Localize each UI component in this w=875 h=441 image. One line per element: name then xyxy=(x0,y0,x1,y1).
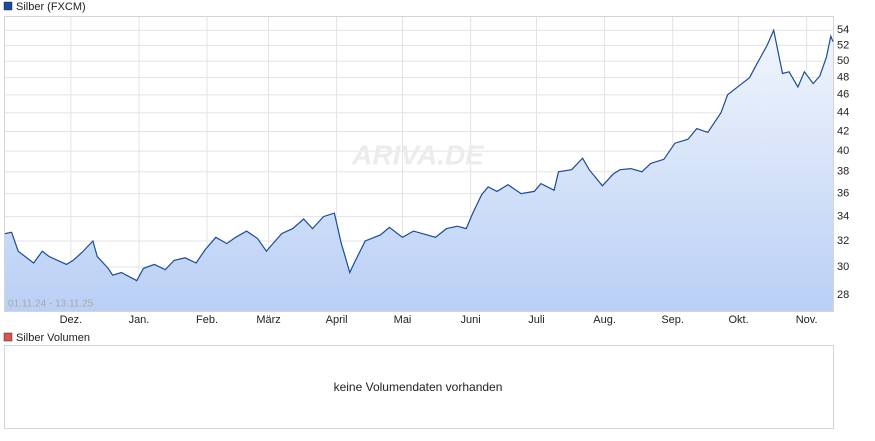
range-label: 01.11.24 - 13.11.25 xyxy=(8,299,94,310)
y-tick-label: 40 xyxy=(837,145,849,157)
area xyxy=(5,30,833,311)
y-tick-label: 42 xyxy=(837,125,849,137)
y-tick-label: 36 xyxy=(837,187,849,199)
y-tick-label: 54 xyxy=(837,24,849,36)
x-tick-label: Okt. xyxy=(728,314,748,326)
x-tick-label: Nov. xyxy=(796,314,818,326)
x-tick-label: Aug. xyxy=(593,314,616,326)
y-tick-label: 48 xyxy=(837,72,849,84)
y-tick-label: 52 xyxy=(837,39,849,51)
x-tick-label: Sep. xyxy=(661,314,684,326)
y-tick-label: 34 xyxy=(837,211,849,223)
legend-label: Silber (FXCM) xyxy=(16,1,86,13)
y-tick-label: 30 xyxy=(837,261,849,273)
y-tick-label: 28 xyxy=(837,289,849,301)
legend-label: Silber Volumen xyxy=(16,332,90,344)
x-tick-label: März xyxy=(256,314,280,326)
y-tick-label: 38 xyxy=(837,166,849,178)
legend-swatch xyxy=(3,332,13,342)
no-data-message: keine Volumendaten vorhanden xyxy=(334,380,503,394)
volume-frame xyxy=(4,345,834,429)
legend-swatch xyxy=(3,1,13,11)
y-tick-label: 44 xyxy=(837,107,849,119)
x-tick-label: Jan. xyxy=(129,314,150,326)
y-tick-label: 50 xyxy=(837,55,849,67)
line xyxy=(4,28,834,282)
y-tick-label: 46 xyxy=(837,89,849,101)
x-tick-label: April xyxy=(326,314,348,326)
x-tick-label: Feb. xyxy=(196,314,218,326)
x-tick-label: Juli xyxy=(528,314,545,326)
y-tick-label: 32 xyxy=(837,235,849,247)
x-tick-label: Dez. xyxy=(60,314,83,326)
x-tick-label: Juni xyxy=(461,314,481,326)
watermark: ARIVA.DE xyxy=(351,139,485,170)
x-tick-label: Mai xyxy=(394,314,412,326)
